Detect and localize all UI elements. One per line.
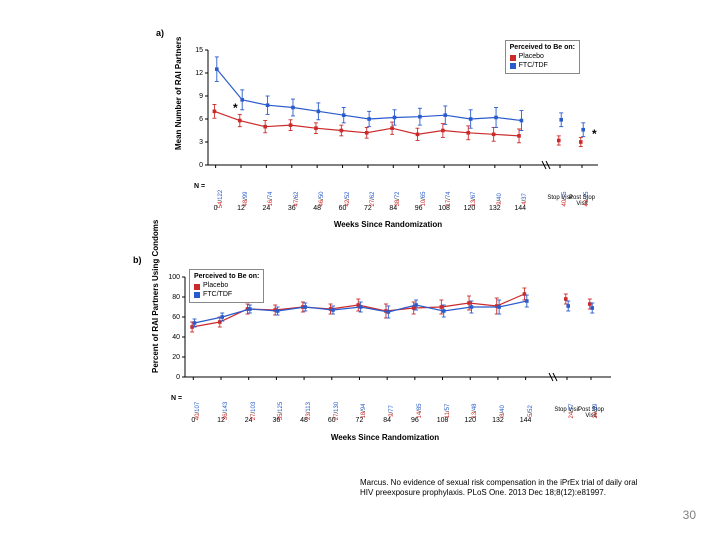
n-label: 8/40 [500,405,506,417]
n-label: 18/94 [361,403,367,418]
n-label: 14/85 [417,403,423,418]
n-label: 10/65 [421,191,427,206]
legend-label-ftctdf: FTC/TDF [519,62,548,70]
panel-a-ylabel: Mean Number of RAI Partners [174,37,183,150]
svg-text:6: 6 [199,116,203,123]
panel-b-ylabel: Percent of RAI Partners Using Condoms [151,220,160,373]
panel-b-N: N = [171,395,182,402]
legend-label-placebo: Placebo [203,282,228,290]
xtick-label: 144 [520,417,532,424]
n-label: 40/107 [195,402,201,420]
xtick-label: 0 [214,205,218,212]
svg-text:60: 60 [172,314,180,321]
panel-b: b) 020406080100 Percent of RAI Partners … [145,255,615,455]
n-label: 46/50 [319,191,325,206]
xtick-label: 132 [492,417,504,424]
n-label: 11/57 [445,404,451,419]
legend-title: Perceived to Be on: [194,273,259,281]
legend-swatch-ftctdf [510,63,516,69]
n-label: 47/62 [294,191,300,206]
svg-text:3: 3 [199,139,203,146]
svg-text:*: * [592,127,597,141]
svg-text:9: 9 [199,93,203,100]
svg-text:20: 20 [172,354,180,361]
n-label: 27/62 [370,191,376,206]
n-label: 13/67 [471,191,477,206]
xtick-label: 144 [514,205,526,212]
panel-b-xlabel: Weeks Since Randomization [285,433,485,442]
n-label: 17/74 [446,191,452,206]
n-label: 54/122 [218,190,224,208]
legend-row-placebo: Placebo [194,282,259,290]
panel-a-legend: Perceived to Be on: Placebo FTC/TDF [505,40,580,74]
legend-row-ftctdf: FTC/TDF [194,291,259,299]
n-label: 23/113 [306,402,312,420]
n-label: 24/77 [569,403,575,418]
xtick-label: Post Stop Visit [576,407,606,420]
panel-a-xlabel: Weeks Since Randomization [288,220,488,229]
legend-title: Perceived to Be on: [510,44,575,52]
svg-text:15: 15 [195,47,203,54]
svg-text:80: 80 [172,294,180,301]
n-label: 9/77 [389,405,395,417]
legend-swatch-placebo [510,55,516,61]
xtick-label: 132 [489,205,501,212]
panel-a-N: N = [194,183,205,190]
xtick-label: Post Stop Visit [567,195,597,208]
n-label: 5/52 [528,405,534,417]
n-label: 16/74 [268,191,274,206]
panel-b-legend: Perceived to Be on: Placebo FTC/TDF [189,269,264,303]
slide-number: 30 [683,508,696,522]
xtick-label: 84 [383,417,391,424]
panel-b-label: b) [133,255,142,265]
svg-text:12: 12 [195,70,203,77]
legend-label-ftctdf: FTC/TDF [203,291,232,299]
panel-a: a) 03691215** Mean Number of RAI Partner… [168,28,598,238]
svg-text:*: * [233,101,238,115]
legend-swatch-placebo [194,284,200,290]
svg-text:0: 0 [199,162,203,169]
n-label: 38/72 [395,191,401,206]
legend-label-placebo: Placebo [519,53,544,61]
n-label: 13/48 [472,403,478,418]
n-label: 48/99 [243,191,249,206]
svg-text:0: 0 [176,374,180,381]
n-label: 43/75 [584,191,590,206]
panel-a-label: a) [156,28,164,38]
n-label: 4/37 [522,193,528,205]
legend-row-placebo: Placebo [510,53,575,61]
n-label: 29/89 [593,403,599,418]
svg-text:100: 100 [168,274,180,281]
legend-row-ftctdf: FTC/TDF [510,62,575,70]
n-label: 9/40 [497,193,503,205]
slide-page: { "colors": { "placebo": "#cc2a2a", "ftc… [0,0,720,540]
n-label: 27/130 [334,402,340,420]
n-label: 36/143 [223,402,229,420]
n-label: 35/125 [278,402,284,420]
citation-text: Marcus. No evidence of sexual risk compe… [360,478,640,498]
n-label: 42/52 [345,191,351,206]
n-label: 27/103 [251,402,257,420]
legend-swatch-ftctdf [194,292,200,298]
svg-text:40: 40 [172,334,180,341]
